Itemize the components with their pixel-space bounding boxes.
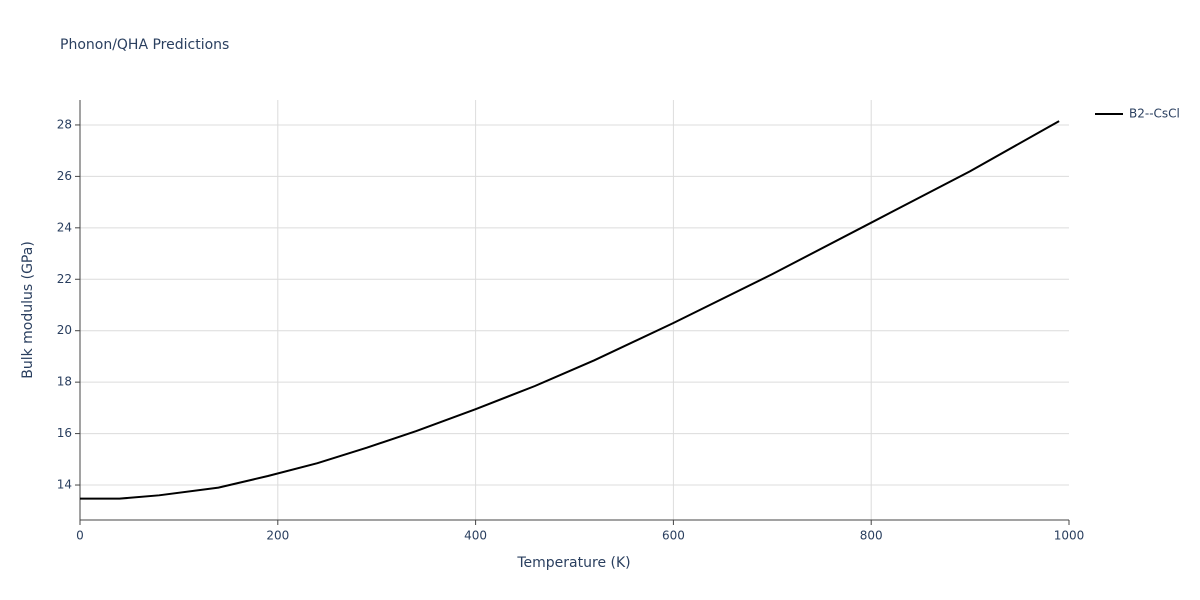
chart-title: Phonon/QHA Predictions — [60, 37, 229, 53]
y-axis-title: Bulk modulus (GPa) — [20, 241, 36, 379]
y-tick-label: 22 — [57, 272, 72, 286]
x-tick-label: 200 — [266, 529, 289, 543]
x-tick-label: 0 — [76, 529, 84, 543]
x-axis-title: Temperature (K) — [516, 555, 630, 571]
x-tick-label: 800 — [860, 529, 883, 543]
y-tick-label: 16 — [57, 426, 72, 440]
legend-label: B2--CsCl — [1129, 107, 1180, 121]
x-tick-label: 1000 — [1054, 529, 1085, 543]
y-tick-label: 24 — [57, 220, 72, 234]
y-tick-label: 26 — [57, 169, 72, 183]
y-tick-label: 28 — [57, 117, 72, 131]
x-tick-label: 600 — [662, 529, 685, 543]
x-tick-label: 400 — [464, 529, 487, 543]
y-tick-label: 20 — [57, 323, 72, 337]
y-tick-label: 14 — [57, 478, 72, 492]
y-tick-label: 18 — [57, 375, 72, 389]
data-line — [80, 120, 1060, 500]
